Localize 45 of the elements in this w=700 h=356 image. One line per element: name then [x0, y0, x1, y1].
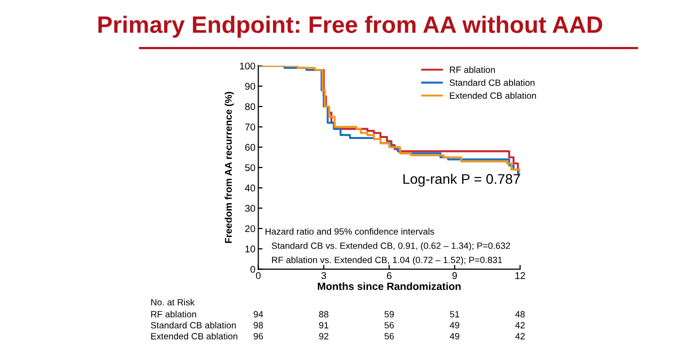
y-tick-label: 30 — [245, 204, 256, 212]
x-tick-label: 9 — [452, 272, 457, 280]
text: Extended CB ablation — [151, 332, 238, 340]
x-tick-label: 12 — [515, 272, 526, 279]
y-tick-label: 70 — [245, 124, 256, 130]
text: 49 — [450, 322, 460, 328]
text: 42 — [515, 322, 525, 328]
legend-label: Standard CB ablation — [450, 79, 534, 86]
y-tick-label: 100 — [240, 62, 256, 70]
annotation: Log-rank P = 0.787 — [403, 174, 520, 187]
text: 94 — [254, 311, 264, 318]
legend-label: RF ablation — [450, 66, 495, 73]
annotation: Hazard ratio and 95% confidence intervals — [266, 228, 434, 235]
annotation: Standard CB vs. Extended CB, 0.91, (0.62 – 1.34); P=0.632 — [272, 242, 510, 251]
text: 42 — [515, 333, 525, 340]
chart-title: Primary Endpoint: Free from AA without AAD — [98, 16, 602, 38]
y-tick-label: 0 — [250, 266, 256, 273]
x-tick-label: 0 — [256, 272, 261, 280]
text: 56 — [384, 333, 394, 340]
text: 59 — [384, 311, 394, 318]
text: 96 — [254, 333, 263, 340]
text: RF ablation — [151, 310, 196, 318]
text: 92 — [319, 333, 328, 340]
text: 91 — [319, 322, 328, 328]
y-tick-label: 50 — [245, 164, 256, 172]
y-tick-label: 80 — [245, 103, 256, 110]
y-tick-label: 20 — [245, 225, 256, 232]
y-axis-title: Freedom from AA recurrence (%) — [224, 92, 234, 243]
text: Standard CB ablation — [150, 322, 236, 328]
text: 48 — [515, 311, 525, 318]
text: 51 — [450, 311, 460, 318]
text: 88 — [319, 311, 328, 318]
text: 49 — [450, 333, 460, 340]
y-tick-label: 10 — [245, 246, 256, 252]
x-tick-label: 6 — [386, 272, 392, 280]
legend-label: Extended CB ablation — [450, 92, 536, 99]
x-axis-title: Months since Randomization — [318, 282, 461, 290]
x-tick-label: 3 — [321, 272, 326, 280]
text: No. at Risk — [151, 298, 195, 306]
annotation: RF ablation vs. Extended CB, 1.04 (0.72 – 1.52); P=0.831 — [272, 256, 502, 265]
text: 56 — [384, 322, 394, 328]
y-tick-label: 90 — [245, 82, 256, 90]
text: 98 — [254, 322, 263, 328]
y-tick-label: 60 — [245, 144, 256, 151]
y-tick-label: 40 — [244, 184, 256, 192]
